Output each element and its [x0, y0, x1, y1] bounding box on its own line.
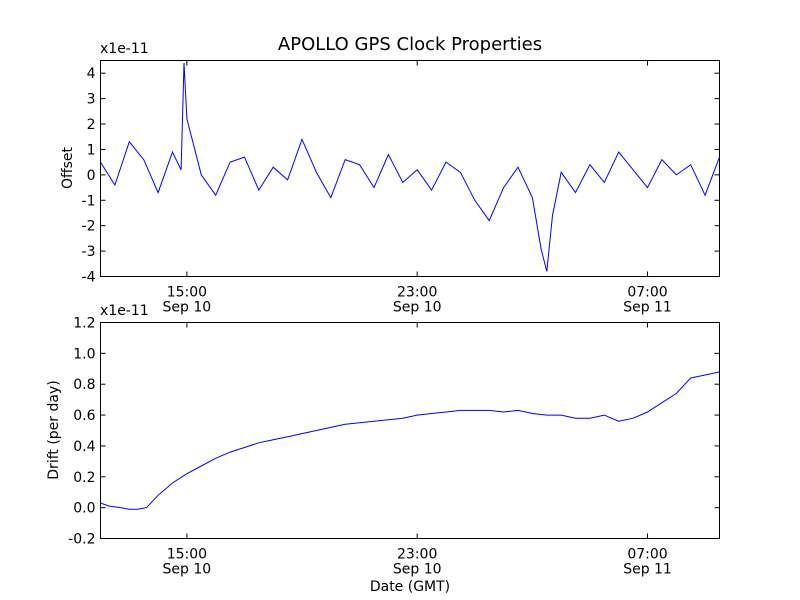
drift-y-tick-label: -0.2	[68, 532, 95, 548]
drift-y-tick-label: 1.2	[73, 316, 95, 332]
offset-x-tick-date: Sep 10	[393, 300, 442, 316]
offset-y-tick-label: 0	[87, 168, 96, 184]
drift-x-tick-date: Sep 11	[623, 562, 672, 578]
offset-y-tick-label: -1	[82, 193, 96, 209]
drift-y-tick-label: 0.2	[73, 470, 95, 486]
offset-y-tick-label: 4	[87, 66, 96, 82]
drift-x-tick-date: Sep 10	[163, 562, 212, 578]
drift-y-ticks: -0.2 0.0 0.2 0.4 0.6 0.8 1.0 1.2	[68, 316, 720, 548]
drift-series-line	[100, 371, 720, 510]
drift-x-tick-time: 07:00	[627, 547, 667, 563]
drift-y-tick-label: 1.0	[73, 346, 95, 362]
drift-y-tick-label: 0.6	[73, 408, 95, 424]
offset-x-tick-time: 23:00	[397, 285, 437, 301]
offset-y-tick-label: 2	[87, 117, 96, 133]
offset-plot-frame	[100, 60, 720, 277]
drift-y-axis-label: Drift (per day)	[46, 380, 62, 479]
drift-x-axis-label: Date (GMT)	[370, 579, 450, 595]
drift-x-tick-date: Sep 10	[393, 562, 442, 578]
offset-x-tick-date: Sep 11	[623, 300, 672, 316]
offset-y-ticks: -4 -3 -2 -1 0 1 2 3 4	[82, 66, 720, 286]
offset-scale-note: x1e-11	[100, 41, 149, 57]
offset-y-axis-label: Offset	[60, 146, 76, 189]
offset-x-tick-time: 15:00	[167, 285, 207, 301]
offset-series-line	[100, 62, 720, 272]
drift-y-tick-label: 0.4	[73, 439, 95, 455]
drift-plot-frame	[100, 322, 720, 539]
drift-panel: x1e-11 -0.20.00.20.40.60.81.01.2 15:00Se…	[46, 303, 720, 595]
offset-panel: APOLLO GPS Clock Properties x1e-11 -4-3-…	[60, 34, 720, 316]
offset-x-tick-date: Sep 10	[163, 300, 212, 316]
offset-y-tick-label: -2	[82, 219, 96, 235]
drift-scale-note: x1e-11	[100, 303, 149, 319]
offset-y-tick-label: -3	[82, 244, 96, 260]
offset-x-tick-time: 07:00	[627, 285, 667, 301]
offset-y-tick-label: 1	[87, 142, 96, 158]
offset-y-tick-label: -4	[82, 270, 96, 286]
drift-y-tick-label: 0.0	[73, 501, 95, 517]
drift-y-tick-label: 0.8	[73, 377, 95, 393]
chart-title: APOLLO GPS Clock Properties	[278, 34, 542, 55]
offset-y-tick-label: 3	[87, 92, 96, 108]
drift-x-tick-time: 23:00	[397, 547, 437, 563]
drift-x-tick-time: 15:00	[167, 547, 207, 563]
